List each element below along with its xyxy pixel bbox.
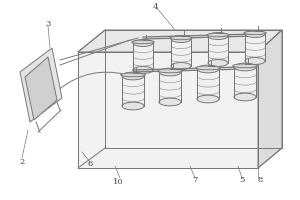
Ellipse shape (121, 73, 145, 77)
Ellipse shape (245, 58, 265, 64)
Ellipse shape (159, 68, 181, 76)
Polygon shape (20, 48, 62, 122)
Ellipse shape (234, 93, 256, 101)
Text: 2: 2 (20, 158, 25, 166)
Polygon shape (133, 43, 153, 70)
Ellipse shape (171, 36, 191, 43)
Ellipse shape (244, 31, 266, 35)
Ellipse shape (158, 69, 182, 73)
Ellipse shape (234, 63, 256, 71)
Polygon shape (122, 76, 144, 106)
Ellipse shape (159, 98, 181, 106)
Ellipse shape (207, 33, 229, 37)
Polygon shape (197, 69, 219, 99)
Polygon shape (171, 39, 191, 66)
Ellipse shape (196, 66, 220, 70)
Ellipse shape (197, 95, 219, 103)
Text: 4: 4 (152, 3, 158, 11)
Text: 10: 10 (113, 178, 123, 186)
Ellipse shape (171, 62, 191, 70)
Polygon shape (258, 30, 282, 168)
Text: 6: 6 (87, 160, 93, 168)
Polygon shape (78, 30, 282, 52)
Polygon shape (245, 34, 265, 61)
Polygon shape (78, 52, 258, 168)
Text: 7: 7 (192, 176, 198, 184)
Ellipse shape (233, 64, 257, 68)
Ellipse shape (208, 32, 228, 40)
Ellipse shape (208, 60, 228, 66)
Ellipse shape (197, 65, 219, 73)
Text: 8: 8 (257, 176, 263, 184)
Ellipse shape (122, 72, 144, 80)
Text: 5: 5 (239, 176, 245, 184)
Polygon shape (208, 36, 228, 63)
Polygon shape (234, 67, 256, 97)
Ellipse shape (133, 40, 153, 46)
Polygon shape (25, 57, 57, 120)
Ellipse shape (122, 102, 144, 110)
Ellipse shape (245, 30, 265, 38)
Text: 3: 3 (45, 20, 51, 28)
Polygon shape (159, 72, 181, 102)
Ellipse shape (133, 66, 153, 73)
Ellipse shape (170, 36, 192, 40)
Ellipse shape (132, 40, 154, 44)
